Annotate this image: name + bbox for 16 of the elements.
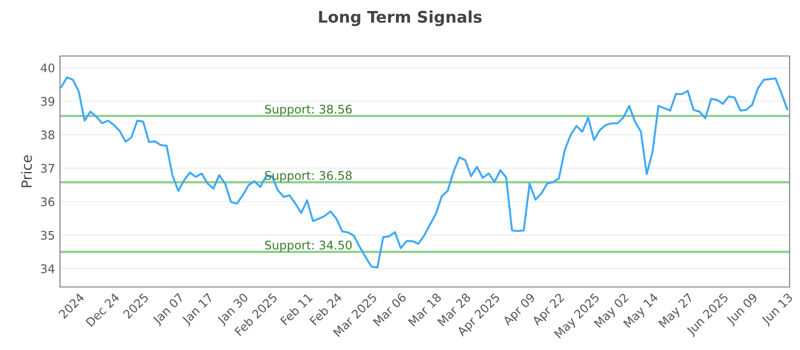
ref-line-label: Support: 34.50 bbox=[265, 240, 352, 252]
y-axis-title: Price bbox=[21, 155, 32, 188]
x-tick-label: Jun 13 bbox=[760, 292, 795, 327]
y-tick-label: 37 bbox=[41, 164, 54, 173]
y-tick-label: 35 bbox=[41, 230, 54, 240]
y-tick-label: 36 bbox=[41, 197, 54, 206]
y-tick-label: 34 bbox=[41, 264, 54, 274]
y-tick-label: 40 bbox=[40, 63, 54, 72]
line-series bbox=[60, 76, 788, 269]
x-tick-label: Dec 24 bbox=[85, 292, 120, 327]
x-tick-label: Jan 17 bbox=[181, 292, 215, 326]
chart-title: Long Term Signals bbox=[319, 10, 482, 26]
y-tick-label: 39 bbox=[41, 96, 54, 106]
ref-line-label: Support: 36.58 bbox=[265, 170, 352, 182]
y-tick-label: 38 bbox=[41, 130, 54, 140]
ref-line-label: Support: 38.56 bbox=[265, 104, 352, 116]
